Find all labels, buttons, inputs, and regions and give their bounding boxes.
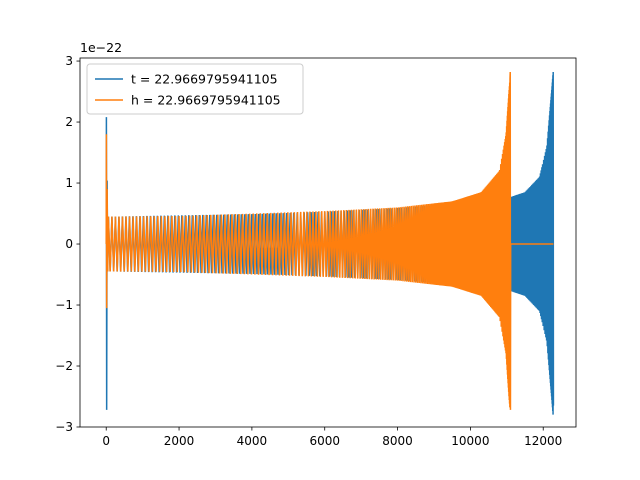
y-tick-label: 3 xyxy=(65,54,73,68)
y-tick-label: 1 xyxy=(65,176,73,190)
y-tick-label: 2 xyxy=(65,115,73,129)
x-tick-label: 8000 xyxy=(382,434,413,448)
legend-label: t = 22.9669795941105 xyxy=(131,72,278,87)
y-tick-label: −2 xyxy=(55,359,73,373)
y-tick-label: −1 xyxy=(55,298,73,312)
x-tick-label: 10000 xyxy=(451,434,489,448)
y-axis-offset-label: 1e−22 xyxy=(80,40,122,55)
series-line-h xyxy=(105,72,554,410)
plot-area xyxy=(105,72,555,415)
x-tick-label: 2000 xyxy=(164,434,195,448)
axes-frame xyxy=(79,57,577,428)
x-tick-label: 0 xyxy=(102,434,110,448)
legend-box xyxy=(86,63,304,115)
legend-label: h = 22.9669795941105 xyxy=(131,93,281,108)
x-tick-label: 12000 xyxy=(524,434,562,448)
legend: t = 22.9669795941105 h = 22.9669795941105 xyxy=(86,63,304,115)
y-tick-label: 0 xyxy=(65,237,73,251)
axes: 0 2000 4000 6000 8000 10000 12000 −3 −2 −1 0 1 2 3 xyxy=(55,54,577,448)
x-tick-label: 4000 xyxy=(237,434,268,448)
x-tick-label: 6000 xyxy=(309,434,340,448)
y-tick-label: −3 xyxy=(55,420,73,434)
